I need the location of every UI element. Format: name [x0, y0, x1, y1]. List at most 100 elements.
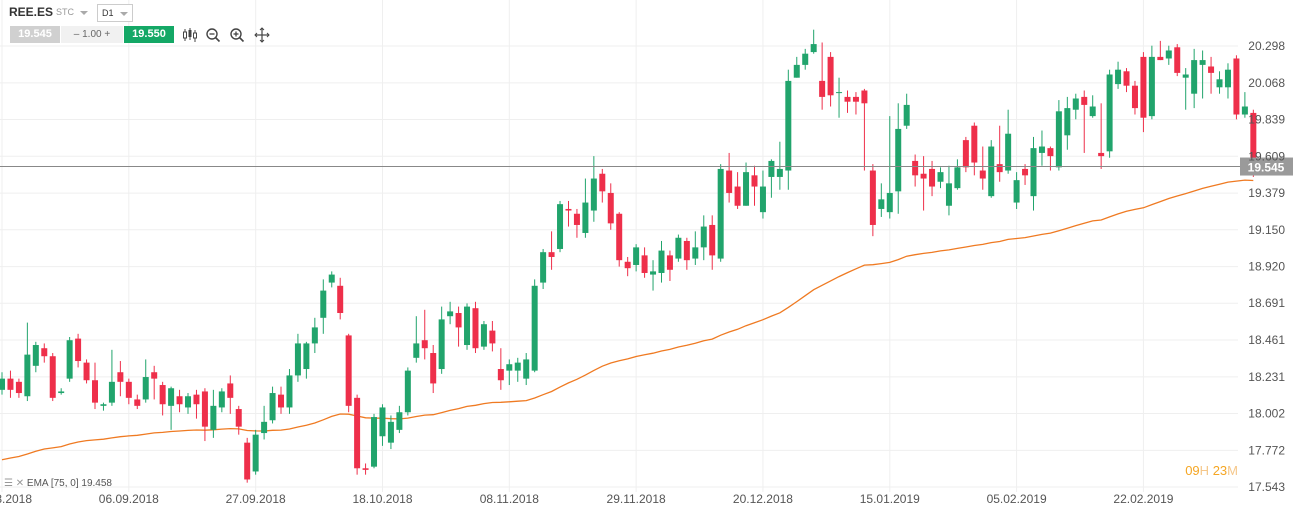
- candle-body: [413, 343, 420, 358]
- candle-body: [218, 391, 225, 408]
- y-tick-label: 17.543: [1248, 480, 1285, 494]
- market-dropdown[interactable]: STC: [56, 4, 88, 20]
- candle-body: [540, 252, 547, 283]
- quantity-stepper[interactable]: – 1.00 +: [61, 26, 123, 43]
- candle-body: [278, 394, 285, 408]
- candle-body: [286, 375, 293, 408]
- candle-body: [827, 56, 834, 96]
- minus-icon[interactable]: –: [73, 29, 83, 40]
- candle-body: [1131, 85, 1138, 109]
- buy-button[interactable]: 19.550: [124, 26, 174, 43]
- candle-body: [1022, 168, 1029, 176]
- candle-body: [1157, 56, 1164, 61]
- candle-body: [438, 319, 445, 370]
- zoom-in-icon[interactable]: [228, 26, 246, 44]
- x-tick-label: 20.12.2018: [733, 492, 793, 506]
- candle-body: [497, 369, 504, 381]
- candle-body: [548, 252, 555, 257]
- plus-icon[interactable]: +: [101, 29, 111, 40]
- candle-body: [1140, 56, 1147, 118]
- candle-body: [320, 290, 327, 318]
- settings-icon[interactable]: ☰: [4, 478, 13, 489]
- candlestick-type-icon[interactable]: [181, 26, 199, 44]
- candle-body: [1089, 106, 1096, 117]
- candle-body: [1208, 66, 1215, 73]
- candle-body: [886, 192, 893, 213]
- zoom-out-icon[interactable]: [204, 26, 222, 44]
- close-icon[interactable]: ✕: [15, 478, 25, 489]
- candle-body: [404, 370, 411, 413]
- quantity-value[interactable]: 1.00: [82, 29, 102, 40]
- timeframe-dropdown[interactable]: D1: [97, 4, 133, 22]
- candle-body: [24, 354, 31, 397]
- y-tick-label: 18.461: [1248, 333, 1285, 347]
- x-tick-label: 08.11.2018: [480, 492, 539, 506]
- candle-body: [15, 381, 22, 394]
- y-tick-label: 19.379: [1248, 186, 1285, 200]
- candle-body: [1199, 60, 1206, 65]
- candle-body: [751, 175, 758, 187]
- candle-body: [1064, 108, 1071, 136]
- candle-body: [32, 345, 39, 366]
- ema-line: [1, 179, 1254, 461]
- candle-body: [252, 434, 259, 472]
- candle-body: [557, 204, 564, 249]
- candle-body: [354, 397, 361, 469]
- candle-body: [117, 372, 124, 382]
- candle-body: [244, 442, 251, 480]
- candle-body: [573, 213, 580, 225]
- candle-body: [176, 396, 183, 405]
- current-price-line: 19.545: [0, 157, 1293, 176]
- candle-body: [861, 90, 868, 104]
- candle-body: [472, 308, 479, 349]
- candle-body: [945, 183, 952, 206]
- candle-body: [802, 53, 809, 65]
- candle-body: [1191, 60, 1198, 94]
- countdown-minutes-unit: M: [1227, 463, 1238, 478]
- candle-body: [962, 140, 969, 168]
- candle-body: [700, 226, 707, 248]
- candle-body: [937, 172, 944, 182]
- candle-body: [58, 391, 65, 394]
- candle-body: [514, 362, 521, 371]
- countdown-minutes: 23: [1212, 463, 1228, 478]
- candle-body: [996, 164, 1003, 173]
- candle-body: [582, 202, 589, 233]
- candle-body: [168, 388, 175, 406]
- indicator-label: EMA [75, 0] 19.458: [26, 478, 112, 489]
- candle-body: [108, 381, 115, 403]
- candle-body: [1165, 50, 1172, 59]
- x-tick-label: 22.02.2019: [1113, 492, 1173, 506]
- countdown-hours: 09: [1185, 463, 1200, 478]
- candle-body: [607, 192, 614, 224]
- candle-body: [650, 271, 657, 275]
- candle-body: [810, 44, 817, 53]
- candle-body: [303, 343, 310, 370]
- candle-body: [1005, 133, 1012, 171]
- candles: [0, 29, 1257, 483]
- candle-body: [1224, 69, 1231, 88]
- x-tick-label: 15.01.2019: [860, 492, 920, 506]
- candle-body: [793, 64, 800, 78]
- sell-button[interactable]: 19.545: [10, 26, 60, 43]
- current-price-label: 19.545: [1248, 161, 1285, 175]
- candle-body: [387, 421, 394, 443]
- pan-icon[interactable]: [253, 26, 271, 44]
- candle-body: [1047, 148, 1054, 157]
- x-tick-label: 27.09.2018: [226, 492, 286, 506]
- current-price-badge: [1240, 157, 1293, 176]
- candle-body: [328, 274, 335, 283]
- candle-body: [920, 173, 927, 179]
- chevron-down-icon: [80, 10, 88, 15]
- candle-body: [506, 364, 513, 371]
- y-tick-label: 18.002: [1248, 407, 1285, 421]
- indicator-legend[interactable]: ☰ ✕ EMA [75, 0] 19.458: [4, 478, 112, 489]
- candle-body: [1098, 152, 1105, 157]
- y-tick-label: 20.298: [1248, 39, 1285, 53]
- candle-body: [455, 313, 462, 328]
- candle-body: [371, 417, 378, 467]
- candle-body: [692, 247, 699, 259]
- candle-body: [489, 330, 496, 344]
- candle-body: [337, 285, 344, 314]
